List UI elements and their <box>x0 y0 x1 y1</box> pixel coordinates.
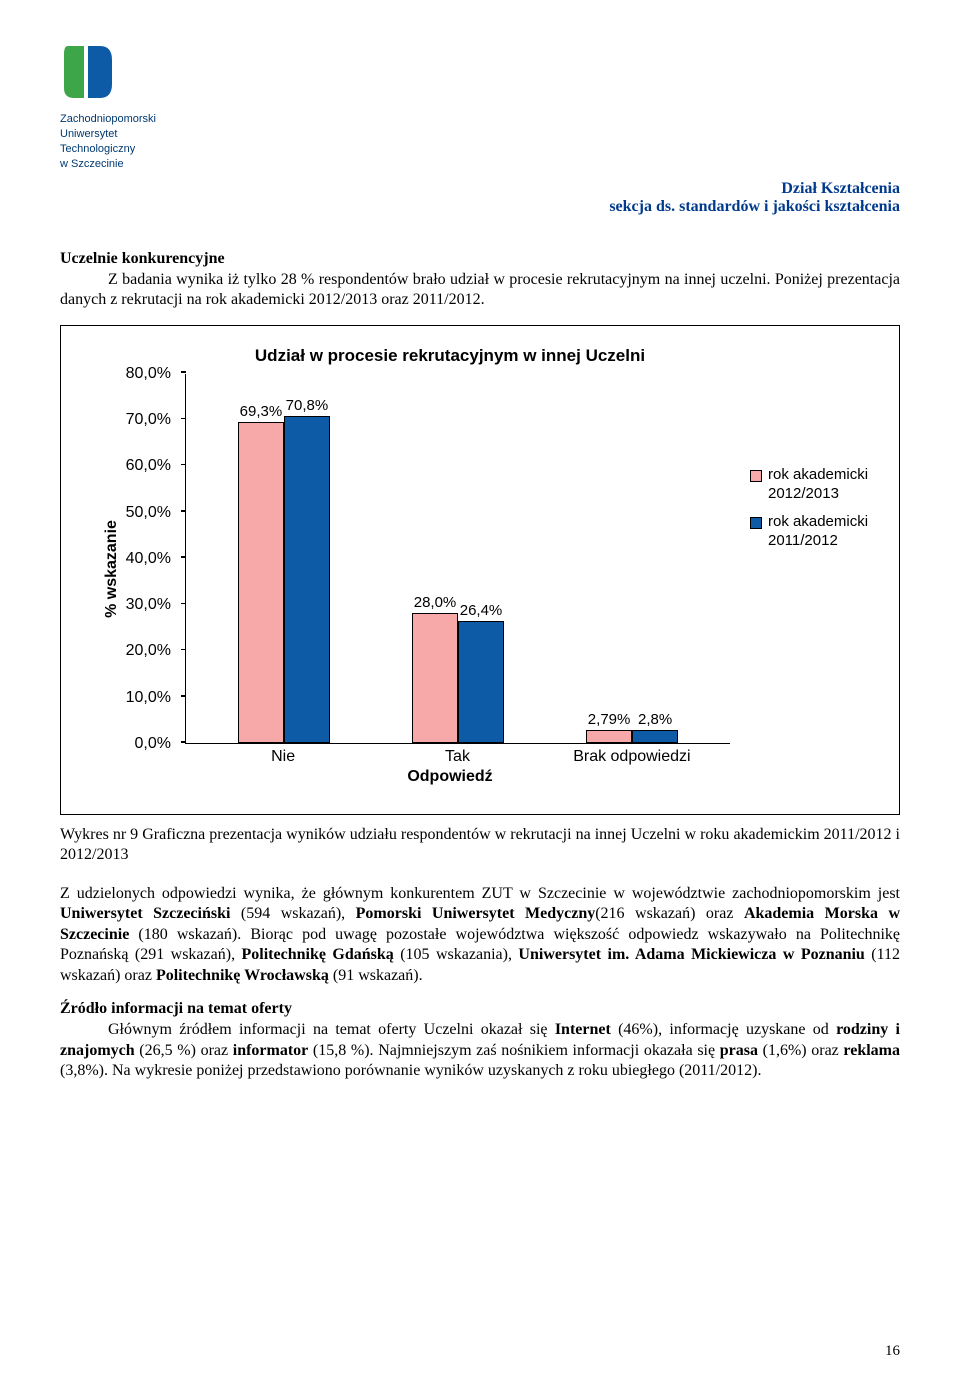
y-tick-mark <box>181 603 186 605</box>
bar-value-label: 2,79% <box>588 711 631 728</box>
y-tick-mark <box>181 741 186 743</box>
page-header: Zachodniopomorski Uniwersytet Technologi… <box>60 40 900 230</box>
chart-plot-area: % wskazanie 0,0%10,0%20,0%30,0%40,0%50,0… <box>75 374 885 764</box>
y-tick-label: 50,0% <box>126 504 171 522</box>
y-tick-label: 80,0% <box>126 365 171 383</box>
department-heading: Dział Kształcenia sekcja ds. standardów … <box>609 180 900 216</box>
chart-legend: rok akademicki 2012/2013 rok akademicki 2… <box>750 466 885 561</box>
section-title-competitors: Uczelnie konkurencyjne <box>60 250 900 268</box>
y-tick-label: 70,0% <box>126 411 171 429</box>
section-title-sources: Źródło informacji na temat oferty <box>60 1000 900 1018</box>
y-tick-mark <box>181 695 186 697</box>
x-labels: Nie Tak Brak odpowiedzi <box>185 748 730 770</box>
legend-label: rok akademicki 2012/2013 <box>768 466 885 504</box>
org-line: Zachodniopomorski <box>60 113 156 125</box>
chart-bar <box>412 613 458 743</box>
y-tick-label: 40,0% <box>126 550 171 568</box>
logo-block: Zachodniopomorski Uniwersytet Technologi… <box>60 40 156 171</box>
university-logo-icon <box>60 40 120 102</box>
y-tick-label: 60,0% <box>126 457 171 475</box>
org-line: w Szczecinie <box>60 158 124 170</box>
chart-caption: Wykres nr 9 Graficzna prezentacja wynikó… <box>60 825 900 866</box>
legend-swatch <box>750 517 762 529</box>
chart-container: Udział w procesie rekrutacyjnym w innej … <box>60 325 900 815</box>
bar-value-label: 28,0% <box>414 594 457 611</box>
chart-bar <box>632 730 678 743</box>
x-category-label: Nie <box>271 748 295 766</box>
dept-line-1: Dział Kształcenia <box>781 180 900 197</box>
page-number: 16 <box>885 1343 900 1360</box>
y-tick-label: 10,0% <box>126 689 171 707</box>
bar-value-label: 2,8% <box>638 711 672 728</box>
bar-value-label: 26,4% <box>460 602 503 619</box>
chart-bar <box>238 422 284 743</box>
paragraph-analysis: Z udzielonych odpowiedzi wynika, że głów… <box>60 884 900 986</box>
org-line: Technologiczny <box>60 143 135 155</box>
y-tick-mark <box>181 371 186 373</box>
y-tick-label: 20,0% <box>126 642 171 660</box>
bar-value-label: 69,3% <box>240 403 283 420</box>
y-tick-mark <box>181 510 186 512</box>
y-tick-label: 30,0% <box>126 596 171 614</box>
y-tick-mark <box>181 418 186 420</box>
legend-label: rok akademicki 2011/2012 <box>768 513 885 551</box>
bar-value-label: 70,8% <box>286 397 329 414</box>
x-axis-label: Odpowiedź <box>155 768 745 786</box>
section-body-sources: Głównym źródłem informacji na temat ofer… <box>60 1020 900 1081</box>
chart-bar <box>284 416 330 743</box>
org-line: Uniwersytet <box>60 128 117 140</box>
y-tick-mark <box>181 464 186 466</box>
y-tick-mark <box>181 649 186 651</box>
chart-bar <box>458 621 504 743</box>
x-category-label: Brak odpowiedzi <box>573 748 690 766</box>
y-tick-mark <box>181 556 186 558</box>
plot-region: 69,3%70,8% 28,0%26,4% 2,79% 2,8% <box>185 374 730 744</box>
section-body-competitors: Z badania wynika iż tylko 28 % responden… <box>60 270 900 311</box>
legend-item: rok akademicki 2012/2013 <box>750 466 885 504</box>
y-ticks: 0,0%10,0%20,0%30,0%40,0%50,0%60,0%70,0%8… <box>115 374 179 744</box>
chart-bar <box>586 730 632 743</box>
logo-text: Zachodniopomorski Uniwersytet Technologi… <box>60 112 156 171</box>
y-tick-label: 0,0% <box>135 735 171 753</box>
x-category-label: Tak <box>445 748 470 766</box>
dept-line-2: sekcja ds. standardów i jakości kształce… <box>609 198 900 215</box>
legend-swatch <box>750 470 762 482</box>
chart-title: Udział w procesie rekrutacyjnym w innej … <box>155 346 745 366</box>
legend-item: rok akademicki 2011/2012 <box>750 513 885 551</box>
